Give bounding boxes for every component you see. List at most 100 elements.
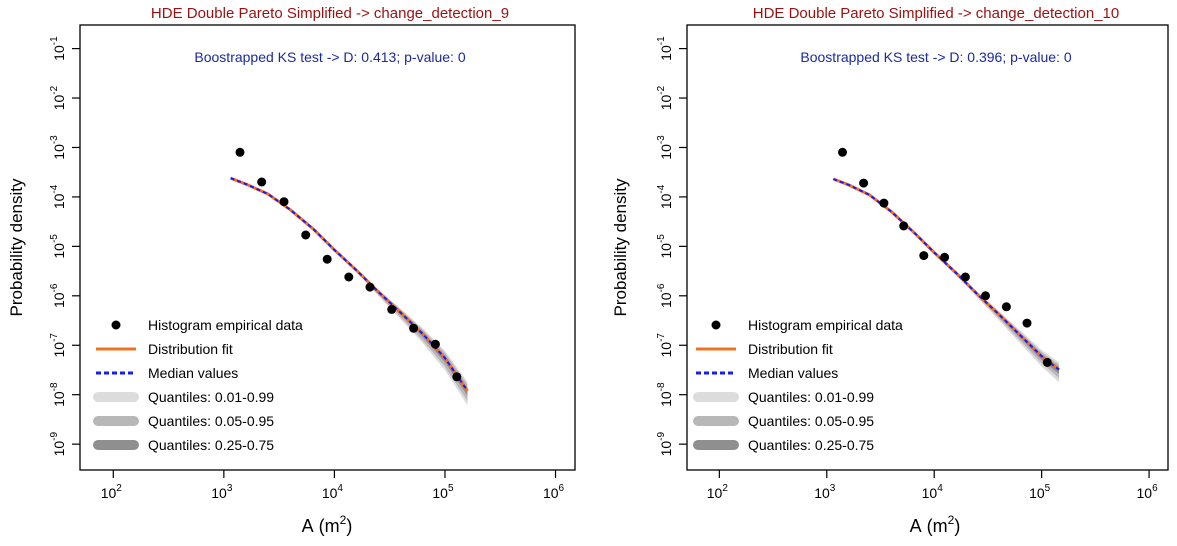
empirical-point-2: [257, 177, 267, 187]
empirical-point-2: [859, 178, 869, 188]
y-tick-exp: -3: [49, 135, 60, 144]
y-tick-base: 10: [51, 144, 67, 160]
y-tick-label: 10-4: [656, 184, 674, 209]
y-tick-exp: -7: [656, 333, 667, 342]
ks-test-annotation: Boostrapped KS test -> D: 0.396; p-value…: [800, 49, 1071, 65]
y-tick-label: 10-1: [49, 36, 67, 61]
y-tick-base: 10: [658, 342, 674, 358]
legend-label: Quantiles: 0.01-0.99: [748, 389, 874, 405]
chart-panel-2: HDE Double Pareto Simplified -> change_d…: [611, 5, 1169, 536]
x-label-unit-exp: 2: [948, 513, 955, 527]
quantile-band-01-99: [230, 178, 468, 406]
quantile-band-25-75: [833, 179, 1059, 374]
x-tick-exp: 4: [937, 483, 943, 494]
y-tick-label: 10-9: [49, 431, 67, 456]
y-tick-label: 10-7: [49, 333, 67, 358]
x-label-paren-close: ): [954, 516, 960, 536]
legend-label: Quantiles: 0.25-0.75: [148, 437, 274, 453]
x-tick-base: 10: [101, 485, 117, 501]
y-tick-base: 10: [658, 144, 674, 160]
y-tick-base: 10: [51, 94, 67, 110]
y-tick-label: 10-8: [49, 382, 67, 407]
empirical-point-7: [365, 282, 375, 292]
chart-title: HDE Double Pareto Simplified -> change_d…: [151, 5, 509, 22]
y-tick-base: 10: [658, 441, 674, 457]
empirical-point-6: [344, 272, 354, 282]
legend-label: Quantiles: 0.25-0.75: [748, 437, 874, 453]
x-tick-base: 10: [322, 485, 338, 501]
empirical-point-10: [430, 339, 440, 349]
y-tick-base: 10: [51, 292, 67, 308]
empirical-point-4: [899, 221, 909, 231]
empirical-point-11: [1042, 357, 1052, 367]
empirical-point-9: [1001, 302, 1011, 312]
empirical-point-3: [279, 197, 289, 207]
plot-frame: [79, 24, 576, 471]
legend-point-symbol: [711, 320, 721, 330]
x-tick-exp: 6: [559, 483, 565, 494]
y-tick-label: 10-9: [656, 431, 674, 456]
x-label-paren-close: ): [346, 516, 352, 536]
x-label-main: A: [302, 516, 314, 536]
y-tick-base: 10: [51, 342, 67, 358]
y-tick-exp: -5: [656, 234, 667, 243]
legend: Histogram empirical data Distribution fit…: [93, 317, 303, 453]
chart-title: HDE Double Pareto Simplified -> change_d…: [753, 5, 1119, 22]
x-tick-label: 105: [1029, 483, 1051, 501]
chart-panel-1: HDE Double Pareto Simplified -> change_d…: [7, 5, 576, 536]
y-tick-base: 10: [658, 391, 674, 407]
ks-test-annotation: Boostrapped KS test -> D: 0.413; p-value…: [194, 49, 465, 65]
y-tick-label: 10-6: [49, 283, 67, 308]
empirical-point-9: [409, 323, 419, 333]
y-axis-label: Probability density: [611, 178, 630, 316]
x-tick-base: 10: [543, 485, 559, 501]
y-tick-base: 10: [658, 193, 674, 209]
y-tick-exp: -6: [656, 283, 667, 292]
quantile-band-25-75: [230, 178, 468, 396]
y-tick-exp: -3: [656, 135, 667, 144]
x-label-paren-open: (: [922, 516, 933, 536]
y-tick-base: 10: [51, 391, 67, 407]
median-values-line: [832, 178, 1060, 371]
x-tick-base: 10: [1029, 485, 1045, 501]
legend-label: Histogram empirical data: [148, 317, 303, 333]
legend-point-symbol: [111, 320, 121, 330]
x-tick-exp: 5: [1045, 483, 1051, 494]
legend-label: Distribution fit: [748, 341, 833, 357]
empirical-point-3: [879, 198, 889, 208]
x-tick-label: 106: [543, 483, 565, 501]
y-tick-exp: -9: [656, 431, 667, 440]
x-tick-exp: 5: [448, 483, 454, 494]
x-label-main: A: [910, 516, 922, 536]
distribution-fit-line: [230, 176, 469, 392]
quantile-band-05-95: [230, 178, 468, 402]
y-tick-exp: -6: [49, 283, 60, 292]
legend-label: Median values: [748, 365, 838, 381]
y-tick-exp: -5: [49, 234, 60, 243]
y-tick-label: 10-5: [49, 234, 67, 259]
empirical-point-5: [919, 251, 929, 261]
empirical-point-5: [322, 254, 332, 264]
y-tick-label: 10-3: [656, 135, 674, 160]
y-tick-exp: -8: [656, 382, 667, 391]
x-tick-base: 10: [707, 485, 723, 501]
empirical-point-8: [981, 291, 990, 301]
x-tick-base: 10: [432, 485, 448, 501]
y-tick-exp: -9: [49, 431, 60, 440]
x-tick-base: 10: [211, 485, 227, 501]
y-tick-base: 10: [658, 94, 674, 110]
x-label-unit-base: m: [325, 516, 340, 536]
y-tick-base: 10: [51, 441, 67, 457]
x-tick-label: 103: [814, 483, 836, 501]
x-tick-label: 105: [432, 483, 454, 501]
x-tick-exp: 4: [337, 483, 343, 494]
x-tick-exp: 2: [722, 483, 728, 494]
x-tick-label: 102: [101, 483, 123, 501]
y-tick-base: 10: [658, 45, 674, 61]
quantile-band-01-99: [833, 179, 1059, 383]
empirical-point-1: [838, 147, 847, 157]
y-tick-exp: -1: [49, 36, 60, 45]
x-axis-label: A (m2): [910, 513, 961, 536]
y-tick-exp: -4: [656, 184, 667, 193]
